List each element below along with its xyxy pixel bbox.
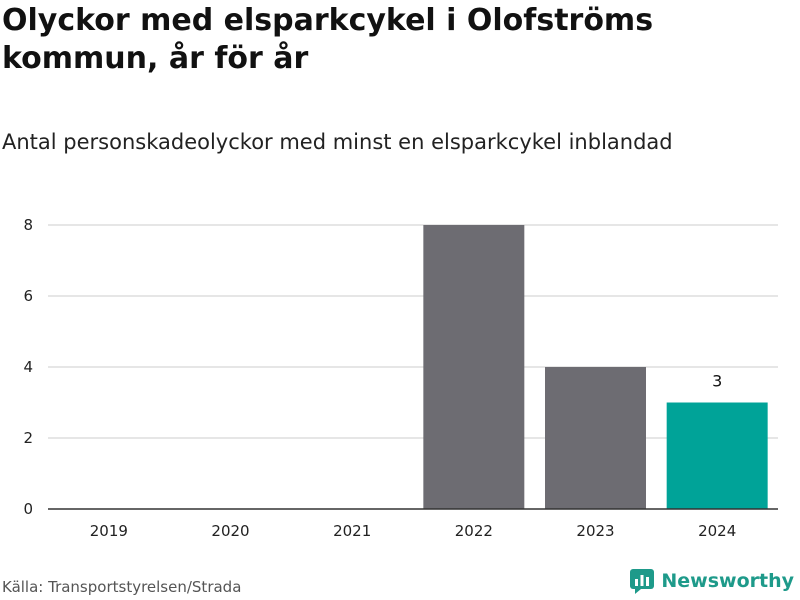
chart-subtitle: Antal personskadeolyckor med minst en el… bbox=[2, 130, 673, 154]
x-tick-label: 2022 bbox=[455, 522, 493, 540]
chart-title: Olyckor med elsparkcykel i Olofströms ko… bbox=[2, 3, 654, 76]
brand-logo[interactable]: Newsworthy bbox=[629, 568, 794, 594]
x-tick-label: 2020 bbox=[211, 522, 249, 540]
bar bbox=[545, 367, 646, 509]
brand-name: Newsworthy bbox=[661, 570, 794, 592]
y-tick-label: 0 bbox=[23, 500, 33, 518]
bar bbox=[666, 402, 768, 509]
y-tick-label: 6 bbox=[23, 287, 33, 305]
data-label: 3 bbox=[712, 372, 722, 391]
y-tick-label: 4 bbox=[23, 358, 33, 376]
x-tick-label: 2023 bbox=[576, 522, 614, 540]
bar-chart: 0 2 4 6 8 2019 2020 2021 2022 2023 2024 3 bbox=[23, 216, 778, 540]
y-tick-label: 2 bbox=[23, 429, 33, 447]
newsworthy-logo-icon bbox=[630, 569, 655, 594]
y-tick-label: 8 bbox=[23, 216, 33, 234]
x-tick-label: 2024 bbox=[698, 522, 736, 540]
bar bbox=[423, 225, 525, 509]
x-tick-label: 2021 bbox=[333, 522, 371, 540]
source-note: Källa: Transportstyrelsen/Strada bbox=[2, 578, 242, 596]
x-tick-label: 2019 bbox=[90, 522, 128, 540]
